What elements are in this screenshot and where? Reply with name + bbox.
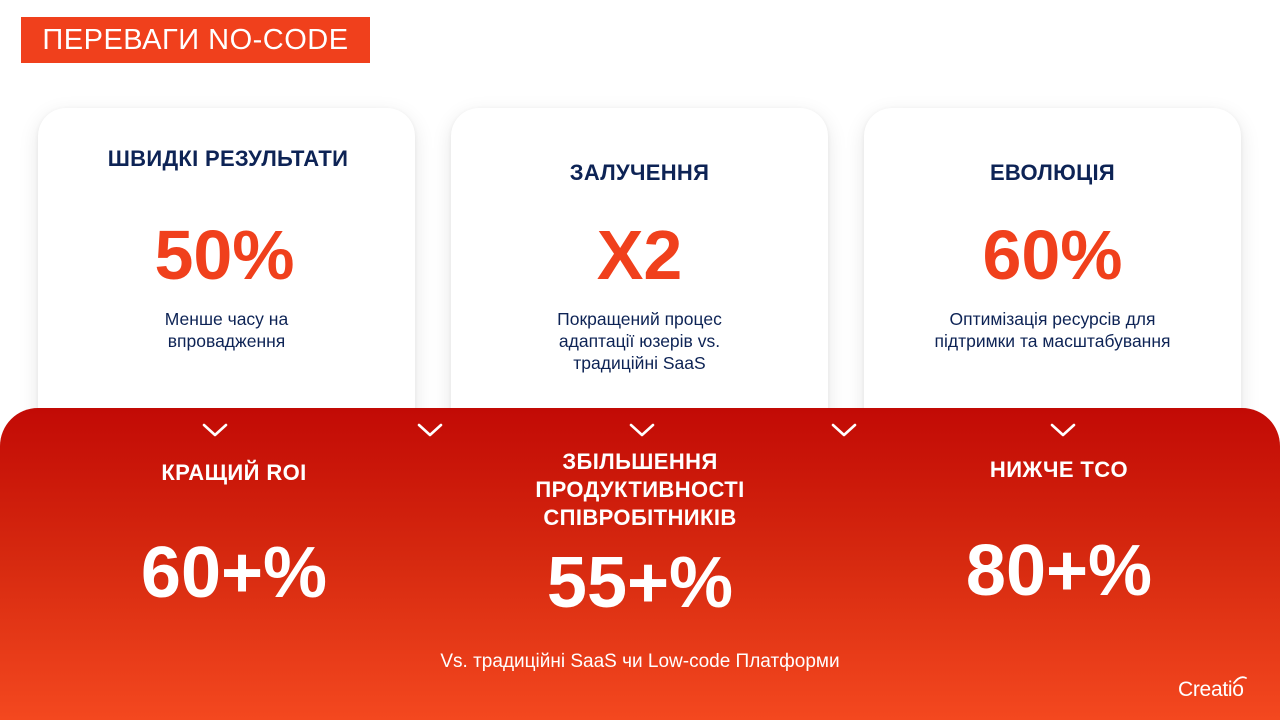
benefit-title-line: ЗБІЛЬШЕННЯ	[562, 449, 718, 474]
benefit-title-productivity: ЗБІЛЬШЕННЯ ПРОДУКТИВНОСТІ СПІВРОБІТНИКІВ	[470, 448, 810, 532]
card-value: X2	[596, 216, 683, 294]
chevron-down-icon	[629, 423, 655, 437]
logo-swoosh-icon	[1233, 676, 1247, 684]
card-description-line: Оптимізація ресурсів для	[949, 309, 1156, 329]
card-title: ЕВОЛЮЦІЯ	[989, 160, 1116, 185]
chevron-down-icon	[417, 423, 443, 437]
benefit-title-line: СПІВРОБІТНИКІВ	[543, 505, 737, 530]
footnote: Vs. традиційні SaaS чи Low-code Платформ…	[440, 651, 840, 672]
card-value: 50%	[154, 216, 295, 294]
chevron-down-icon	[831, 423, 857, 437]
benefit-title-roi: КРАЩИЙ ROI	[84, 459, 384, 487]
chevron-down-icon	[202, 423, 228, 437]
card-description: Покращений процес адаптації юзерів vs. т…	[491, 308, 788, 374]
benefit-value-roi: 60+%	[140, 533, 328, 613]
card-value: 60%	[982, 216, 1123, 294]
card-description: Менше часу на впровадження	[98, 308, 355, 352]
card-description-line: впровадження	[167, 331, 286, 351]
benefits-panel	[0, 408, 1280, 720]
card-description: Оптимізація ресурсів для підтримки та ма…	[904, 308, 1201, 352]
card-description-line: підтримки та масштабування	[934, 331, 1171, 351]
card-title: ШВИДКІ РЕЗУЛЬТАТИ	[107, 146, 349, 171]
benefit-title-line: НИЖЧЕ TCO	[989, 457, 1129, 482]
card-description-line: адаптації юзерів vs.	[558, 331, 721, 351]
card-description-line: традиційні SaaS	[573, 353, 706, 373]
benefit-title-line: КРАЩИЙ ROI	[161, 460, 307, 485]
benefit-title-line: ПРОДУКТИВНОСТІ	[535, 477, 745, 502]
benefit-title-tco: НИЖЧЕ TCO	[909, 456, 1209, 484]
creatio-logo: Creatio	[1178, 676, 1264, 708]
benefit-value-tco: 80+%	[965, 531, 1153, 611]
card-engagement: ЗАЛУЧЕННЯ X2 Покращений процес адаптації…	[451, 108, 828, 448]
card-description-line: Покращений процес	[557, 309, 722, 329]
card-description-line: Менше часу на	[164, 309, 289, 329]
card-fast-results: ШВИДКІ РЕЗУЛЬТАТИ 50% Менше часу на впро…	[38, 108, 415, 448]
logo-text: Creatio	[1178, 678, 1244, 701]
card-evolution: ЕВОЛЮЦІЯ 60% Оптимізація ресурсів для пі…	[864, 108, 1241, 448]
chevron-down-icon	[1050, 423, 1076, 437]
benefit-value-productivity: 55+%	[546, 543, 734, 623]
slide-title: ПЕРЕВАГИ NO-CODE	[21, 17, 370, 63]
card-title: ЗАЛУЧЕННЯ	[569, 160, 710, 185]
